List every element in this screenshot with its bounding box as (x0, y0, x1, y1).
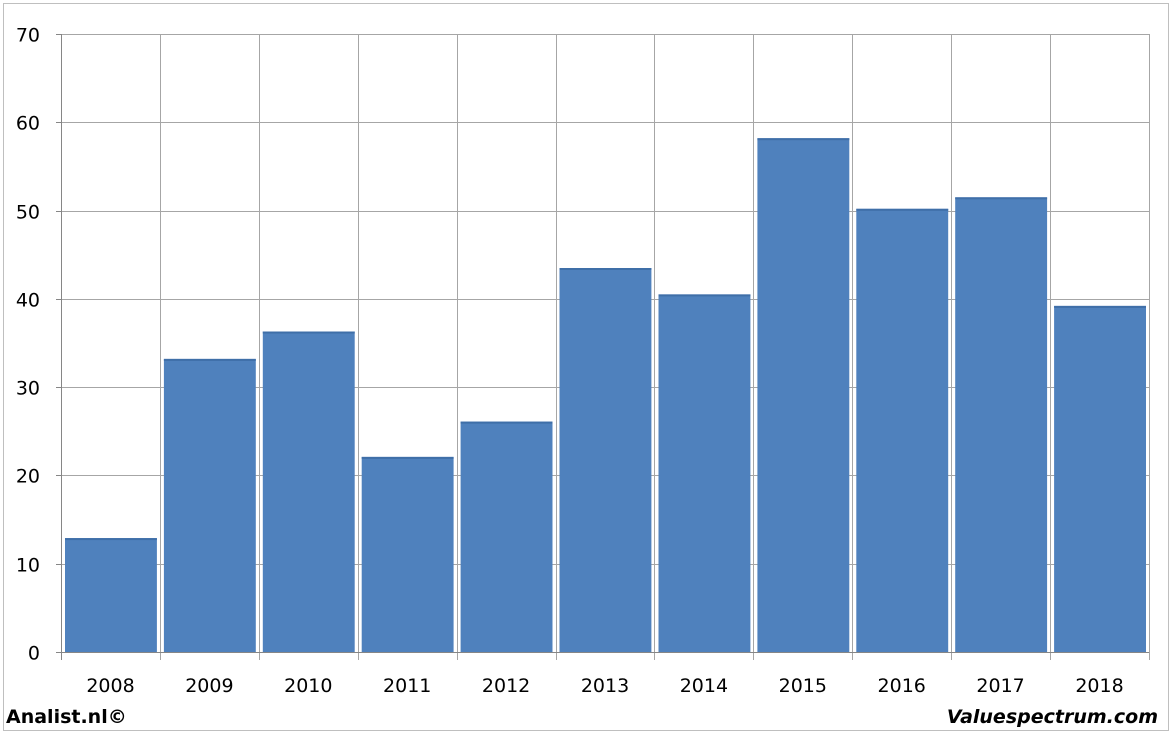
bar-2016 (856, 208, 949, 653)
bar-2013 (559, 268, 652, 652)
bar-2008 (65, 538, 157, 652)
y-tick-label: 50 (16, 202, 40, 224)
bar-2011 (361, 456, 454, 652)
footer-source-left: Analist.nl© (6, 706, 127, 728)
y-tick-label: 20 (16, 466, 40, 488)
y-tick-label: 40 (16, 290, 40, 312)
y-tick-label: 70 (16, 25, 40, 47)
bar-2014 (658, 294, 751, 652)
x-tick-label: 2013 (581, 675, 629, 697)
bar-top-edge (1054, 305, 1146, 308)
bar-2015 (757, 138, 850, 652)
bar-top-edge (163, 358, 256, 361)
x-tick-label: 2018 (1075, 675, 1123, 697)
x-tick-label: 2011 (383, 675, 431, 697)
x-tick-label: 2014 (680, 675, 728, 697)
x-tick-label: 2012 (482, 675, 530, 697)
x-tick-label: 2008 (86, 675, 134, 697)
bar-top-edge (65, 538, 157, 541)
y-tick-label: 10 (16, 555, 40, 577)
tick-labels: 0 10 20 30 40 50 60 70 2008 2009 2010 2011 2012 2013 2… (16, 25, 1124, 698)
x-tick-label: 2017 (976, 675, 1024, 697)
bar-2017 (955, 197, 1048, 653)
x-tick-label: 2010 (284, 675, 332, 697)
bar-top-edge (559, 268, 652, 270)
x-tick-label: 2015 (779, 675, 827, 697)
x-tick-label: 2016 (878, 675, 926, 697)
bars (65, 138, 1146, 653)
y-tick-label: 60 (16, 113, 40, 135)
bar-top-edge (262, 331, 355, 334)
bar-top-edge (955, 197, 1048, 200)
bar-2012 (460, 421, 553, 652)
bar-top-edge (856, 208, 949, 211)
x-tick-label: 2009 (185, 675, 233, 697)
bar-2018 (1054, 305, 1146, 652)
bar-2010 (262, 331, 355, 652)
footer-source-right: Valuespectrum.com (946, 706, 1158, 728)
bar-top-edge (460, 421, 553, 424)
axes (56, 34, 1149, 653)
bar-top-edge (361, 456, 454, 459)
bar-top-edge (658, 294, 751, 297)
y-tick-label: 30 (16, 378, 40, 400)
bar-top-edge (757, 138, 850, 141)
y-tick-label: 0 (28, 643, 40, 665)
bar-2009 (163, 358, 256, 652)
